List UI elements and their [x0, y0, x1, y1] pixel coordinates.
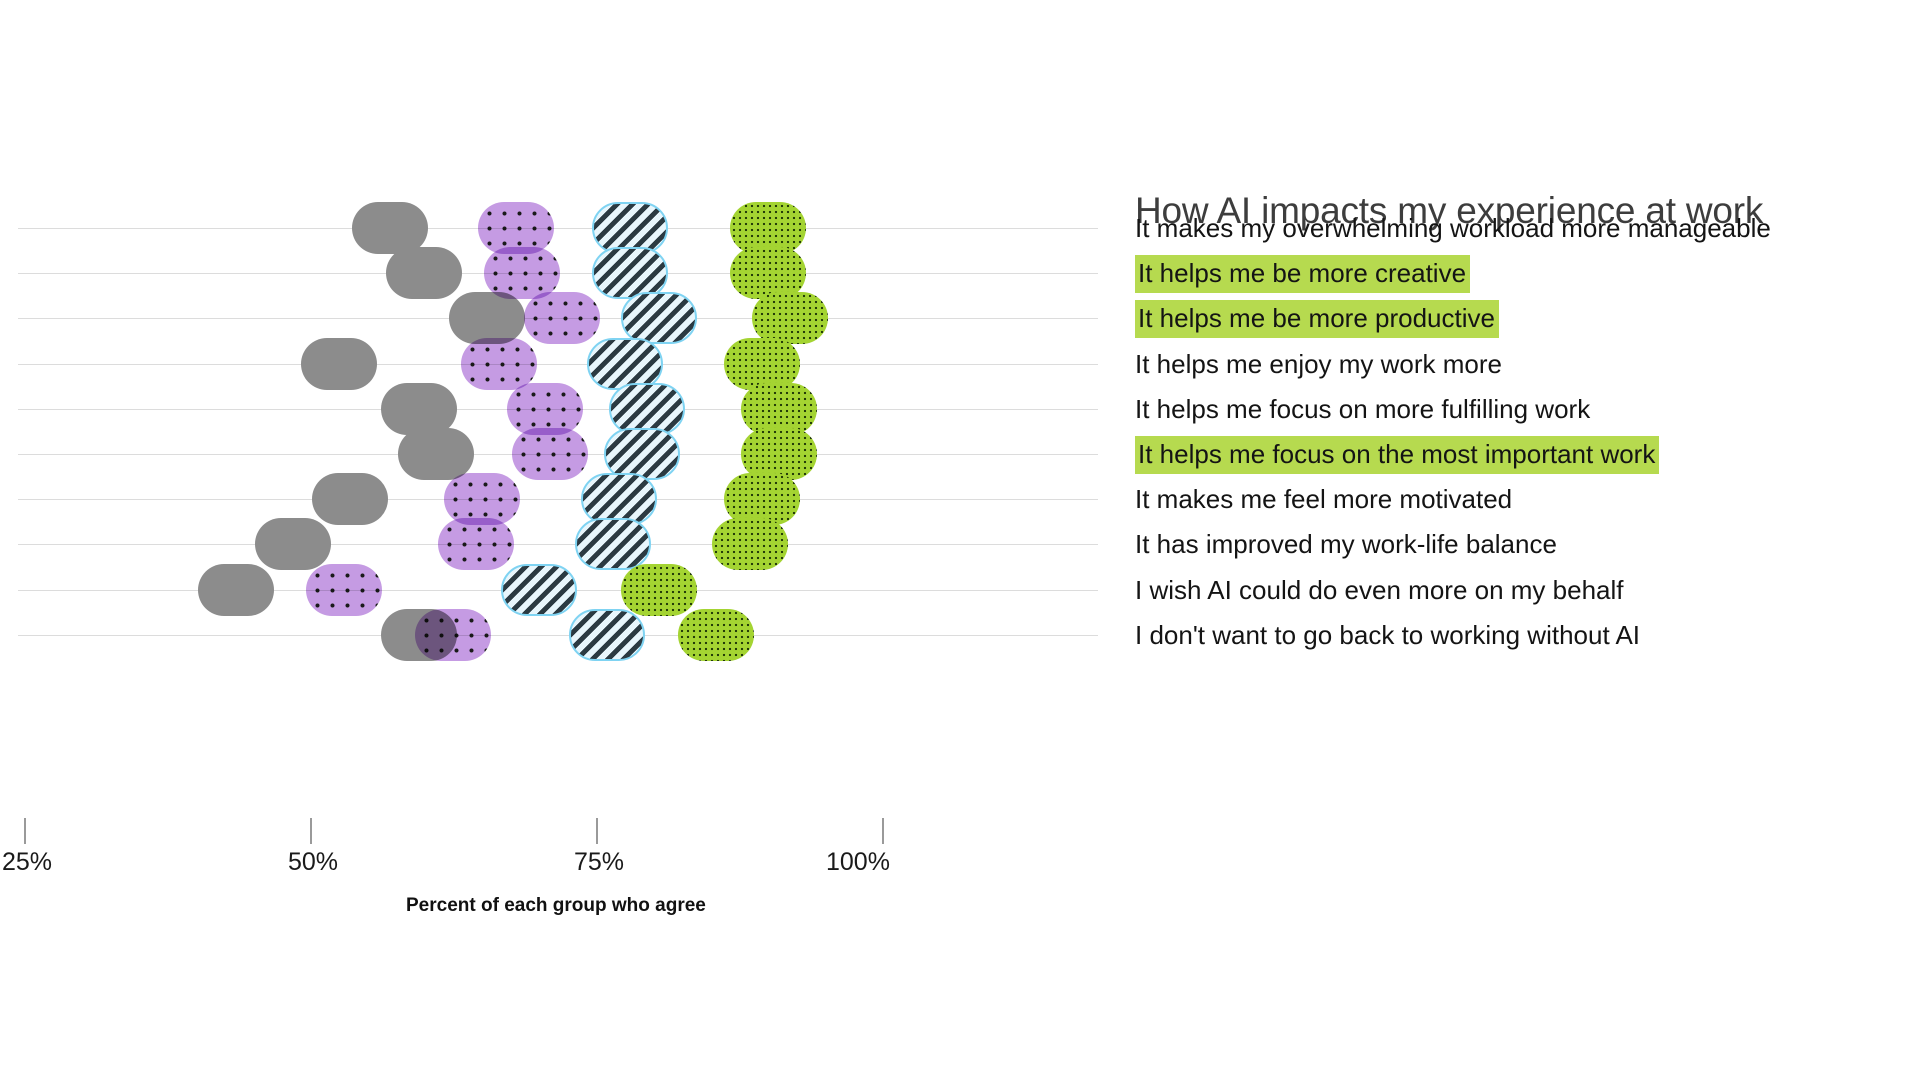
dot-marker-green [712, 518, 789, 571]
dot-marker-stripe [575, 518, 652, 571]
x-axis-tick [24, 818, 26, 844]
category-label-text: It has improved my work-life balance [1135, 529, 1557, 560]
category-label-text: It helps me focus on more fulfilling wor… [1135, 393, 1591, 424]
x-axis-tick-label: 75% [574, 848, 625, 876]
category-label: It helps me focus on more fulfilling wor… [1135, 392, 1590, 426]
category-label: I wish AI could do even more on my behal… [1135, 573, 1624, 607]
category-label: It has improved my work-life balance [1135, 527, 1557, 561]
dot-marker-purple [460, 337, 537, 390]
dot-plot-chart: 25% 50% 75% 100% Percent of each group who … [2, 202, 1098, 916]
dot-marker-stripe [620, 292, 697, 345]
dot-marker-green [752, 292, 829, 345]
dot-marker-stripe [592, 247, 669, 300]
x-axis-title: Percent of each group who agree [406, 895, 706, 916]
category-label: It makes me feel more motivated [1135, 482, 1512, 516]
category-label-text: It helps me enjoy my work more [1135, 348, 1503, 379]
category-label: It helps me enjoy my work more [1135, 347, 1502, 381]
dot-marker-grey [449, 292, 526, 345]
x-axis-tick-label: 50% [288, 848, 339, 876]
dot-marker-green [723, 337, 800, 390]
dot-marker-grey [352, 202, 429, 254]
category-label-highlighted-text: It helps me be more creative [1135, 255, 1471, 294]
dot-marker-purple [437, 518, 514, 571]
dot-marker-stripe [500, 563, 577, 616]
gridline [18, 634, 1098, 636]
chart-title: How AI impacts my experience at work [1135, 190, 1764, 231]
category-label: It helps me be more creative [1135, 255, 1471, 294]
dot-marker-purple [512, 428, 589, 480]
dot-marker-grey [312, 473, 389, 526]
gridline [18, 363, 1098, 365]
x-axis-tick [310, 818, 312, 844]
category-label-text: I wish AI could do even more on my behal… [1135, 574, 1624, 605]
gridline [18, 499, 1098, 501]
dot-marker-green [729, 202, 806, 254]
dot-marker-grey [386, 247, 463, 300]
category-label: It helps me focus on the most important … [1135, 436, 1660, 474]
dot-marker-green [741, 428, 818, 480]
category-label: I don't want to go back to working witho… [1135, 618, 1640, 652]
dot-marker-grey [380, 382, 457, 435]
dot-marker-stripe [586, 337, 663, 390]
gridline [18, 228, 1098, 229]
category-label: It helps me be more productive [1135, 300, 1499, 339]
dot-marker-stripe [569, 608, 646, 661]
dot-marker-purple [477, 202, 554, 254]
category-label-highlighted-text: It helps me be more productive [1135, 300, 1499, 339]
x-axis-tick [596, 818, 598, 844]
x-axis: 25% 50% 75% 100% [2, 818, 890, 876]
category-labels-panel: How AI impacts my experience at work It … [1135, 0, 1920, 1080]
dot-marker-green [620, 563, 697, 616]
category-label-text: I don't want to go back to working witho… [1135, 619, 1641, 650]
category-label-text: It makes my overwhelming workload more m… [1135, 213, 1771, 243]
dot-marker-purple [483, 247, 560, 300]
x-axis-tick-label: 25% [2, 848, 53, 876]
x-axis-tick [882, 818, 884, 844]
dot-marker-purple [443, 473, 520, 526]
dot-marker-stripe [592, 202, 669, 254]
dot-marker-purple [306, 563, 383, 616]
dot-marker-green [741, 382, 818, 435]
dot-marker-stripe [580, 473, 657, 526]
dot-marker-grey [397, 428, 474, 480]
dot-marker-stripe [603, 428, 680, 480]
category-label-text: It makes me feel more motivated [1135, 484, 1513, 515]
dot-marker-grey [254, 518, 331, 571]
category-label: It makes my overwhelming workload more m… [1135, 211, 1771, 245]
dot-marker-purple [415, 608, 491, 661]
dot-marker-grey [300, 337, 377, 390]
category-label-highlighted-text: It helps me focus on the most important … [1135, 436, 1660, 474]
dot-marker-purple [523, 292, 600, 345]
dot-marker-green [723, 473, 800, 526]
dot-marker-green [678, 608, 755, 661]
dot-marker-purple [506, 382, 583, 435]
x-axis-tick-label: 100% [826, 848, 890, 876]
dot-marker-stripe [609, 382, 686, 435]
gridline [18, 544, 1098, 546]
dot-marker-grey [197, 563, 274, 616]
dot-marker-green [729, 247, 806, 300]
